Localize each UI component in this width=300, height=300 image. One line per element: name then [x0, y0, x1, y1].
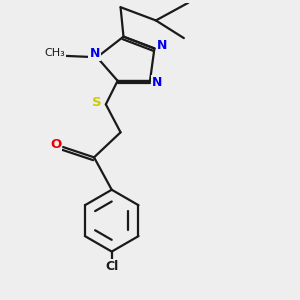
Text: Cl: Cl — [105, 260, 118, 273]
Text: N: N — [89, 47, 100, 60]
Text: S: S — [92, 96, 101, 110]
Text: N: N — [152, 76, 163, 89]
Text: CH₃: CH₃ — [44, 48, 65, 58]
Text: O: O — [50, 138, 61, 151]
Text: N: N — [157, 39, 167, 52]
